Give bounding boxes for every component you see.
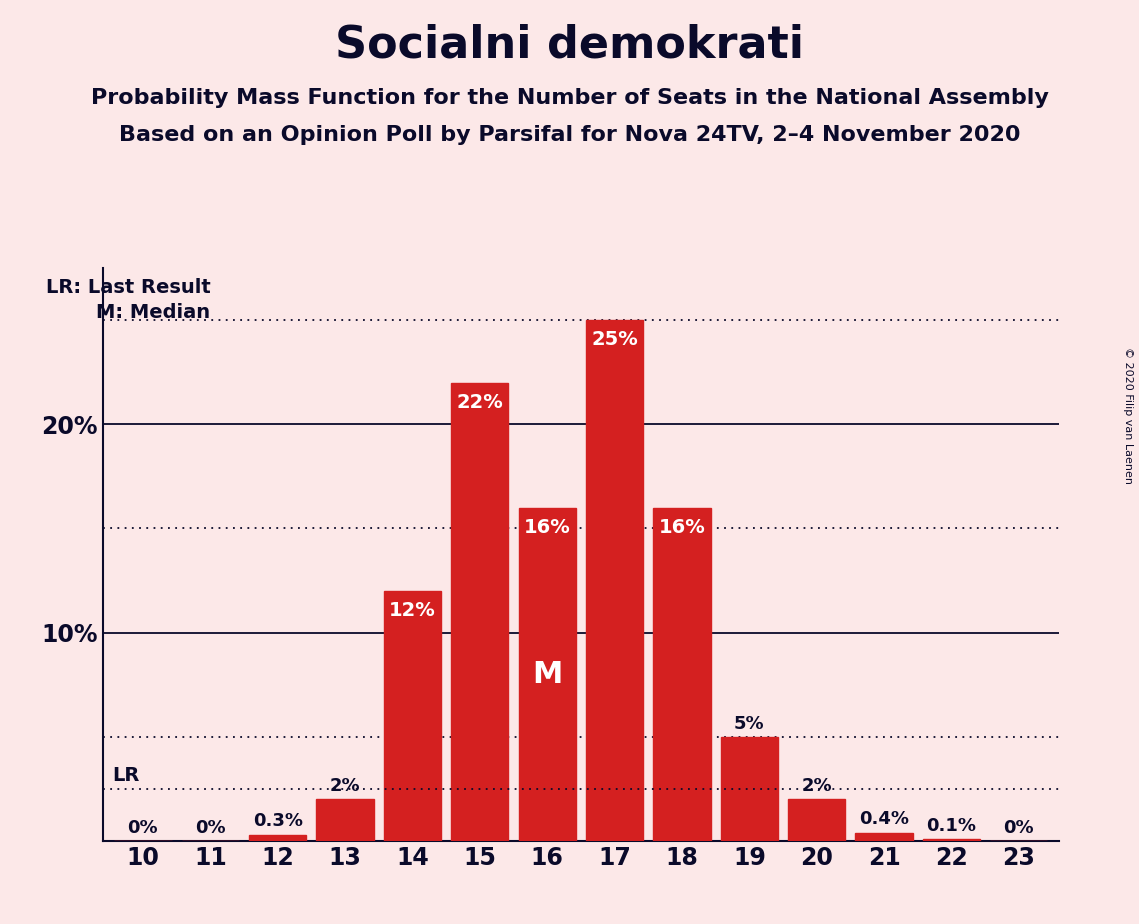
Text: 5%: 5% bbox=[734, 714, 764, 733]
Bar bbox=[585, 320, 644, 841]
Text: 0%: 0% bbox=[1003, 819, 1034, 836]
Bar bbox=[788, 799, 845, 841]
Text: 2%: 2% bbox=[330, 777, 360, 795]
Text: LR: LR bbox=[112, 766, 139, 784]
Text: Probability Mass Function for the Number of Seats in the National Assembly: Probability Mass Function for the Number… bbox=[91, 88, 1048, 108]
Text: 0%: 0% bbox=[128, 819, 158, 836]
Text: Socialni demokrati: Socialni demokrati bbox=[335, 23, 804, 67]
Text: LR: Last Result: LR: Last Result bbox=[46, 278, 211, 298]
Text: 25%: 25% bbox=[591, 331, 638, 349]
Text: 22%: 22% bbox=[457, 393, 503, 412]
Bar bbox=[249, 834, 306, 841]
Bar bbox=[654, 507, 711, 841]
Text: Based on an Opinion Poll by Parsifal for Nova 24TV, 2–4 November 2020: Based on an Opinion Poll by Parsifal for… bbox=[118, 125, 1021, 145]
Text: 0.3%: 0.3% bbox=[253, 812, 303, 831]
Bar bbox=[451, 383, 508, 841]
Bar bbox=[721, 736, 778, 841]
Text: 0.1%: 0.1% bbox=[926, 817, 976, 834]
Text: 12%: 12% bbox=[390, 602, 436, 620]
Bar bbox=[384, 590, 441, 841]
Text: 2%: 2% bbox=[802, 777, 831, 795]
Text: M: Median: M: Median bbox=[96, 303, 211, 322]
Bar bbox=[317, 799, 374, 841]
Text: 16%: 16% bbox=[658, 518, 705, 537]
Bar bbox=[855, 833, 912, 841]
Text: 16%: 16% bbox=[524, 518, 571, 537]
Text: 0.4%: 0.4% bbox=[859, 810, 909, 828]
Bar bbox=[518, 507, 576, 841]
Text: 0%: 0% bbox=[195, 819, 226, 836]
Bar bbox=[923, 839, 980, 841]
Text: M: M bbox=[532, 660, 563, 688]
Text: © 2020 Filip van Laenen: © 2020 Filip van Laenen bbox=[1123, 347, 1133, 484]
